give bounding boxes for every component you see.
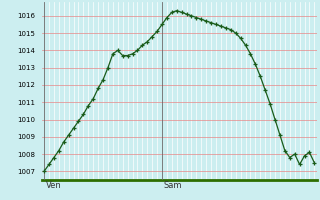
Text: Ven: Ven [46, 181, 62, 190]
Text: Sam: Sam [164, 181, 182, 190]
